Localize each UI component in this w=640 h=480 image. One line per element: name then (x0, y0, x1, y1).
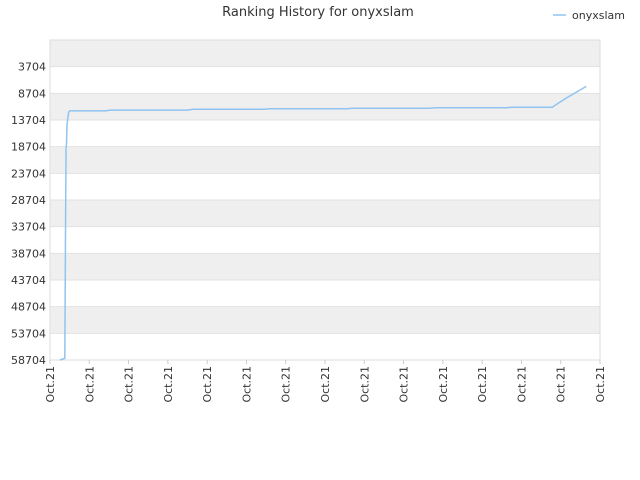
plot-band (50, 66, 600, 94)
x-tick-label: Oct.21 (83, 366, 96, 403)
y-tick-label: 48704 (11, 301, 46, 314)
x-tick-label: Oct.21 (358, 366, 371, 403)
series-line-onyxslam (59, 85, 587, 361)
x-tick-label: Oct.21 (437, 366, 450, 403)
y-tick-label: 38704 (11, 247, 46, 260)
x-axis-ticks: Oct.21 Oct.21 Oct.21 Oct.21 Oct.21 Oct.21 Oct.… (44, 360, 607, 403)
plot-band (50, 226, 600, 254)
x-tick-label: Oct.21 (476, 366, 489, 403)
y-axis-ticks: 3704 8704 13704 18704 23704 28704 33704 38704 43… (11, 61, 46, 367)
plot-band (50, 280, 600, 307)
x-tick-label: Oct.21 (515, 366, 528, 403)
y-tick-label: 43704 (11, 274, 46, 287)
y-tick-label: 3704 (18, 61, 46, 74)
x-tick-label: Oct.21 (44, 366, 57, 403)
plot-band (50, 333, 600, 360)
x-tick-label: Oct.21 (123, 366, 136, 403)
legend: onyxslam (553, 9, 625, 22)
x-tick-label: Oct.21 (319, 366, 332, 403)
x-tick-label: Oct.21 (280, 366, 293, 403)
x-tick-label: Oct.21 (162, 366, 175, 403)
x-tick-label: Oct.21 (398, 366, 411, 403)
y-tick-label: 53704 (11, 327, 46, 340)
plot-band (50, 173, 600, 200)
series-layer (59, 85, 587, 361)
plot-band (50, 93, 600, 120)
plot-bands (50, 40, 600, 360)
x-tick-label: Oct.21 (555, 366, 568, 403)
plot-band (50, 40, 600, 67)
plot-band (50, 306, 600, 334)
y-tick-label: 13704 (11, 114, 46, 127)
plot-band (50, 120, 600, 147)
plot-band (50, 253, 600, 280)
legend-label-onyxslam: onyxslam (572, 9, 625, 22)
y-tick-label: 8704 (18, 87, 46, 100)
y-tick-label: 33704 (11, 221, 46, 234)
y-tick-label: 23704 (11, 167, 46, 180)
x-tick-label: Oct.21 (594, 366, 607, 403)
y-tick-label: 58704 (11, 354, 46, 367)
y-tick-label: 18704 (11, 141, 46, 154)
x-tick-label: Oct.21 (240, 366, 253, 403)
chart-title: Ranking History for onyxslam (222, 5, 414, 20)
plot-band (50, 146, 600, 174)
plot-band (50, 200, 600, 227)
x-tick-label: Oct.21 (201, 366, 214, 403)
y-tick-label: 28704 (11, 194, 46, 207)
